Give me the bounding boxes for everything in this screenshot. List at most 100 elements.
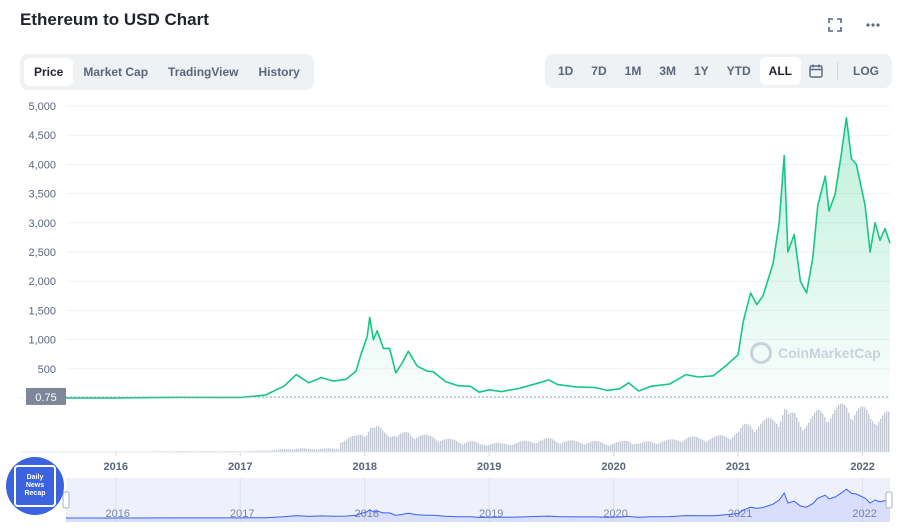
volume-bar xyxy=(798,421,800,452)
navigator-handle-left[interactable] xyxy=(62,491,70,509)
volume-bar xyxy=(740,428,742,452)
volume-bar xyxy=(792,412,794,452)
volume-bar xyxy=(328,448,330,452)
volume-bar xyxy=(512,444,514,452)
tab-market-cap[interactable]: Market Cap xyxy=(83,65,149,79)
volume-bar xyxy=(524,440,526,452)
volume-bar xyxy=(606,444,608,452)
range-ytd[interactable]: YTD xyxy=(726,64,751,78)
volume-bar xyxy=(742,425,744,452)
volume-bar xyxy=(686,438,688,452)
volume-bar xyxy=(882,415,884,452)
volume-bar xyxy=(620,441,622,452)
volume-bar xyxy=(634,443,636,452)
volume-bar xyxy=(694,436,696,452)
volume-bar xyxy=(334,448,336,452)
volume-bar xyxy=(510,445,512,452)
volume-bar xyxy=(728,438,730,452)
volume-bar xyxy=(550,438,552,452)
calendar-icon[interactable] xyxy=(801,57,831,85)
range-7d[interactable]: 7D xyxy=(591,64,607,78)
volume-bar xyxy=(472,441,474,452)
more-icon[interactable] xyxy=(864,16,882,34)
range-1m[interactable]: 1M xyxy=(624,64,642,78)
volume-bar xyxy=(636,443,638,452)
volume-bar xyxy=(494,443,496,452)
range-3m[interactable]: 3M xyxy=(659,64,676,78)
volume-bar xyxy=(600,442,602,452)
volume-bar xyxy=(612,443,614,452)
range-1y[interactable]: 1Y xyxy=(693,64,709,78)
volume-bar xyxy=(826,422,828,452)
volume-bar xyxy=(862,406,864,452)
navigator[interactable]: 2016 2017 2018 2019 2020 2021 2022 xyxy=(62,478,893,522)
volume-bar xyxy=(534,443,536,452)
x-tick-label: 2016 xyxy=(104,461,128,473)
volume-bar xyxy=(584,444,586,452)
volume-bar xyxy=(710,438,712,452)
volume-bar xyxy=(444,439,446,452)
tab-price[interactable]: Price xyxy=(24,58,74,86)
x-tick-label: 2020 xyxy=(601,461,625,473)
daily-news-recap-badge[interactable]: Daily News Recap xyxy=(6,457,64,515)
volume-bar xyxy=(542,439,544,452)
volume-bar xyxy=(690,436,692,452)
volume-bar xyxy=(816,410,818,452)
tab-tradingview[interactable]: TradingView xyxy=(168,65,239,79)
volume-bar xyxy=(448,438,450,452)
volume-bar xyxy=(490,444,492,452)
volume-bar xyxy=(266,450,268,452)
volume-bar xyxy=(310,449,312,452)
y-tick-label: 1,000 xyxy=(28,335,56,347)
volume-bar xyxy=(270,450,272,452)
volume-bar xyxy=(804,428,806,452)
range-selector: 1D 7D 1M 3M 1Y YTD ALL LOG xyxy=(544,54,892,88)
log-toggle[interactable]: LOG xyxy=(853,64,879,78)
tab-history[interactable]: History xyxy=(258,65,300,79)
volume-bar xyxy=(502,443,504,452)
price-chart[interactable]: 0.75 5,000 4,500 4,000 3,500 3,000 2,500 2,000… xyxy=(0,96,900,531)
volume-bar xyxy=(536,443,538,452)
range-1d[interactable]: 1D xyxy=(557,64,574,78)
volume-bar xyxy=(482,444,484,452)
volume-bar xyxy=(814,412,816,452)
navigator-handle-right[interactable] xyxy=(885,491,893,509)
volume-bar xyxy=(622,440,624,452)
volume-bar xyxy=(856,411,858,452)
volume-bar xyxy=(468,441,470,452)
volume-bar xyxy=(604,443,606,452)
volume-bar xyxy=(380,427,382,452)
volume-bar xyxy=(806,426,808,452)
volume-bar xyxy=(256,450,258,452)
volume-bar xyxy=(796,417,798,452)
volume-bar xyxy=(800,426,802,452)
range-all[interactable]: ALL xyxy=(759,57,801,85)
volume-bar xyxy=(332,448,334,452)
volume-bar xyxy=(674,439,676,452)
y-tick-label: 5,000 xyxy=(28,101,56,113)
volume-bar xyxy=(712,437,714,452)
volume-bar xyxy=(580,443,582,452)
volume-bar xyxy=(422,434,424,452)
volume-bar xyxy=(586,443,588,452)
volume-bar xyxy=(404,432,406,452)
volume-bar xyxy=(840,403,842,452)
volume-bar xyxy=(312,449,314,452)
volume-bar xyxy=(424,434,426,452)
volume-bar xyxy=(778,426,780,452)
navigator-area xyxy=(66,489,890,522)
volume-bar xyxy=(300,448,302,452)
volume-bar xyxy=(770,418,772,452)
volume-bar xyxy=(578,442,580,452)
volume-bar xyxy=(322,448,324,452)
volume-bar xyxy=(340,442,342,452)
volume-bar xyxy=(260,450,262,452)
volume-bar xyxy=(336,449,338,452)
volume-bar xyxy=(724,436,726,452)
volume-bar xyxy=(262,450,264,452)
volume-bar xyxy=(750,426,752,452)
volume-bar xyxy=(452,439,454,452)
volume-bar xyxy=(342,441,344,452)
fullscreen-icon[interactable] xyxy=(826,16,844,34)
volume-bar xyxy=(462,444,464,452)
